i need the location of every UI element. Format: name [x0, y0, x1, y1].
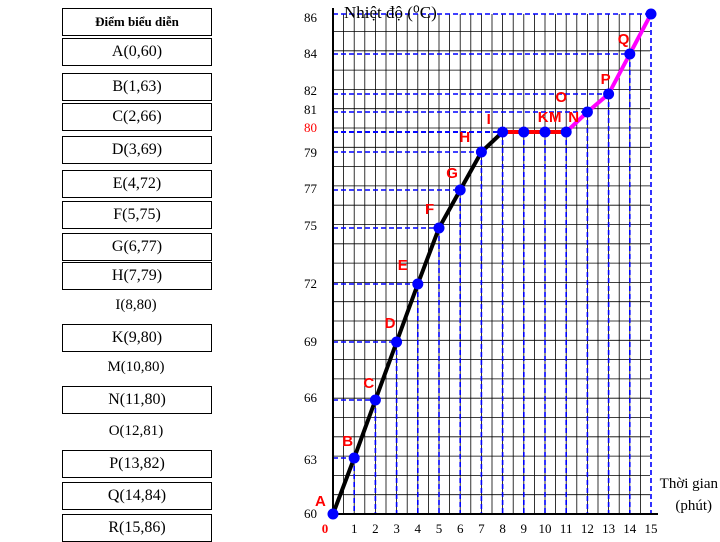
- x-tick-label: 12: [581, 521, 594, 536]
- y-tick-label: 69: [304, 334, 317, 349]
- y-tick-label: 80: [304, 120, 317, 135]
- points-table-row: Q(14,84): [62, 482, 212, 510]
- y-tick-label: 72: [304, 276, 317, 291]
- point-label: Q: [618, 31, 630, 48]
- points-table-row: A(0,60): [62, 38, 212, 66]
- point-label: R: [637, 0, 648, 4]
- y-tick-label: 63: [304, 452, 317, 467]
- point-label: A: [315, 493, 326, 510]
- points-table-row: K(9,80): [62, 324, 212, 352]
- points-table-row: E(4,72): [62, 170, 212, 198]
- y-tick-label: 84: [304, 46, 318, 61]
- x-tick-label: 6: [457, 521, 464, 536]
- data-point-e: [412, 278, 424, 290]
- x-tick-label: 13: [602, 521, 615, 536]
- point-label: O: [555, 89, 567, 106]
- data-point-n: [560, 126, 572, 138]
- point-label: B: [342, 433, 353, 450]
- points-table-row: F(5,75): [62, 201, 212, 229]
- points-table-row: P(13,82): [62, 450, 212, 478]
- points-table-header: Điểm biểu diễn: [62, 8, 212, 36]
- data-point-k: [518, 126, 530, 138]
- data-point-b: [348, 452, 360, 464]
- data-point-i: [497, 126, 509, 138]
- points-table-row: H(7,79): [62, 262, 212, 290]
- x-tick-label: 9: [521, 521, 528, 536]
- point-label: M: [549, 109, 562, 126]
- data-point-m: [539, 126, 551, 138]
- x-tick-label: 7: [478, 521, 485, 536]
- x-tick-label: 11: [560, 521, 573, 536]
- points-table-row: O(12,81): [108, 422, 164, 439]
- x-tick-label: 10: [539, 521, 552, 536]
- data-point-f: [433, 222, 445, 234]
- point-label: F: [425, 201, 434, 218]
- x-tick-label: 5: [436, 521, 443, 536]
- point-label: D: [385, 315, 396, 332]
- point-label: N: [568, 109, 579, 126]
- data-point-r: [645, 8, 657, 20]
- y-tick-label: 82: [304, 83, 317, 98]
- data-point-h: [475, 146, 487, 158]
- y-tick-label: 77: [304, 181, 318, 196]
- points-table-row: G(6,77): [62, 233, 212, 261]
- y-tick-label: 81: [304, 102, 317, 117]
- point-label: G: [446, 165, 458, 182]
- points-table-row: I(8,80): [115, 296, 157, 313]
- x-tick-label: 0: [322, 521, 329, 536]
- data-point-q: [624, 48, 636, 60]
- chart-guides: [333, 13, 652, 514]
- chart-points: [327, 8, 657, 520]
- data-point-d: [391, 336, 403, 348]
- points-table-row: C(2,66): [62, 103, 212, 131]
- x-tick-label: 15: [645, 521, 658, 536]
- y-tick-label: 75: [304, 218, 317, 233]
- data-point-a: [327, 508, 339, 520]
- x-tick-label: 2: [372, 521, 379, 536]
- data-point-c: [369, 394, 381, 406]
- x-tick-label: 3: [393, 521, 400, 536]
- point-label: E: [398, 257, 408, 274]
- x-tick-label: 8: [499, 521, 506, 536]
- point-label: I: [487, 111, 491, 128]
- points-table-row: M(10,80): [107, 358, 165, 375]
- chart-title: Nhiệt độ (⁰C): [344, 3, 437, 22]
- points-table-row: B(1,63): [62, 73, 212, 101]
- x-tick-label: 1: [351, 521, 358, 536]
- point-label: K: [538, 109, 549, 126]
- chart-axes: [332, 8, 658, 515]
- point-label: H: [459, 129, 470, 146]
- x-tick-label: 14: [623, 521, 637, 536]
- y-tick-label: 66: [304, 390, 318, 405]
- data-point-p: [603, 88, 615, 100]
- data-point-o: [581, 106, 593, 118]
- point-label: P: [601, 71, 611, 88]
- y-tick-label: 60: [304, 506, 317, 521]
- y-tick-label: 86: [304, 10, 318, 25]
- chart-grid: [332, 14, 650, 515]
- point-label: C: [363, 375, 374, 392]
- x-axis-label: Thời gian (phút): [660, 476, 719, 514]
- points-table-row: D(3,69): [62, 136, 212, 164]
- data-point-g: [454, 184, 466, 196]
- chart-texts: ABCDEFGHIKMNOPQR606366697275777980818284…: [304, 0, 718, 536]
- y-tick-label: 79: [304, 145, 317, 160]
- points-table-row: N(11,80): [62, 386, 212, 414]
- x-tick-label: 4: [415, 521, 422, 536]
